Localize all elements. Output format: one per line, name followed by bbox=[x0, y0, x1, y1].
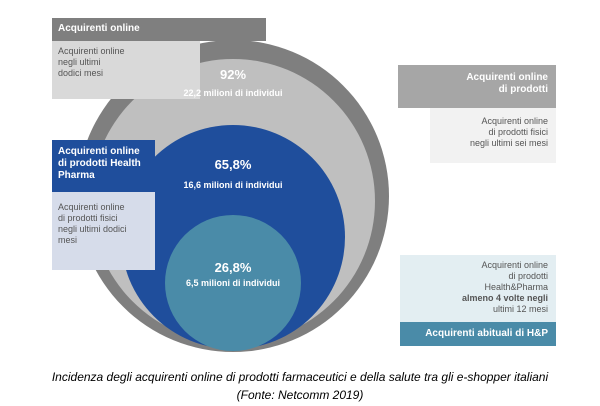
description-line: negli ultimi dodici bbox=[58, 224, 127, 234]
description-line: Acquirenti online bbox=[58, 202, 125, 212]
description-line: Acquirenti online bbox=[481, 116, 548, 126]
header-box: Acquirenti online di prodotti bbox=[398, 65, 556, 108]
caption: (Fonte: Netcomm 2019) bbox=[236, 388, 364, 402]
header-line: Acquirenti online bbox=[58, 146, 140, 157]
circle-label: 65,8% 16,6 milioni di individui bbox=[133, 157, 333, 190]
circle-label: 26,8% 6,5 milioni di individui bbox=[133, 260, 333, 288]
description-line: Acquirenti online bbox=[58, 46, 125, 56]
percent: 92% bbox=[219, 67, 247, 82]
header-box: Acquirenti online di prodotti Health Pharm… bbox=[52, 140, 155, 192]
description-line: Health&Pharma bbox=[484, 282, 548, 292]
header-line: Acquirenti abituali di H&P bbox=[425, 328, 548, 339]
description-line: di prodotti bbox=[508, 271, 548, 281]
header-box: Acquirenti abituali di H&P bbox=[400, 322, 556, 346]
description-line: mesi bbox=[58, 235, 78, 245]
description-line: negli ultimi bbox=[58, 57, 101, 67]
header-line: Acquirenti online bbox=[58, 23, 140, 34]
percent: 26,8% bbox=[214, 260, 252, 275]
description-line: ultimi 12 mesi bbox=[492, 304, 548, 314]
description-line: di prodotti fisici bbox=[58, 213, 118, 223]
description-line: Acquirenti online bbox=[481, 260, 548, 270]
caption: Incidenza degli acquirenti online di pro… bbox=[51, 370, 549, 384]
header-line: di prodotti Health bbox=[58, 158, 141, 169]
header-line: di prodotti bbox=[498, 84, 548, 95]
description-line: di prodotti fisici bbox=[488, 127, 548, 137]
header-line: Pharma bbox=[58, 170, 95, 181]
description-box: Acquirenti online di prodotti fisici negli… bbox=[52, 192, 155, 270]
percent: 65,8% bbox=[214, 157, 252, 172]
description-line: negli ultimi sei mesi bbox=[469, 138, 548, 148]
circle-label: 92% 22,2 milioni di individui bbox=[133, 67, 333, 98]
description-line: dodici mesi bbox=[58, 68, 104, 78]
header-line: Acquirenti online bbox=[466, 72, 548, 83]
people: 6,5 milioni di individui bbox=[185, 278, 280, 288]
header-box: Acquirenti online bbox=[52, 18, 266, 41]
people: 22,2 milioni di individui bbox=[183, 88, 283, 98]
description-box: Acquirenti online di prodotti Health&Pharm… bbox=[400, 255, 556, 322]
people: 16,6 milioni di individui bbox=[183, 180, 283, 190]
description-line: almeno 4 volte negli bbox=[461, 293, 548, 303]
habitual-circle bbox=[165, 215, 301, 351]
description-box: Acquirenti online negli ultimi dodici mesi bbox=[52, 41, 200, 99]
description-box: Acquirenti online di prodotti fisici negli… bbox=[430, 108, 556, 163]
